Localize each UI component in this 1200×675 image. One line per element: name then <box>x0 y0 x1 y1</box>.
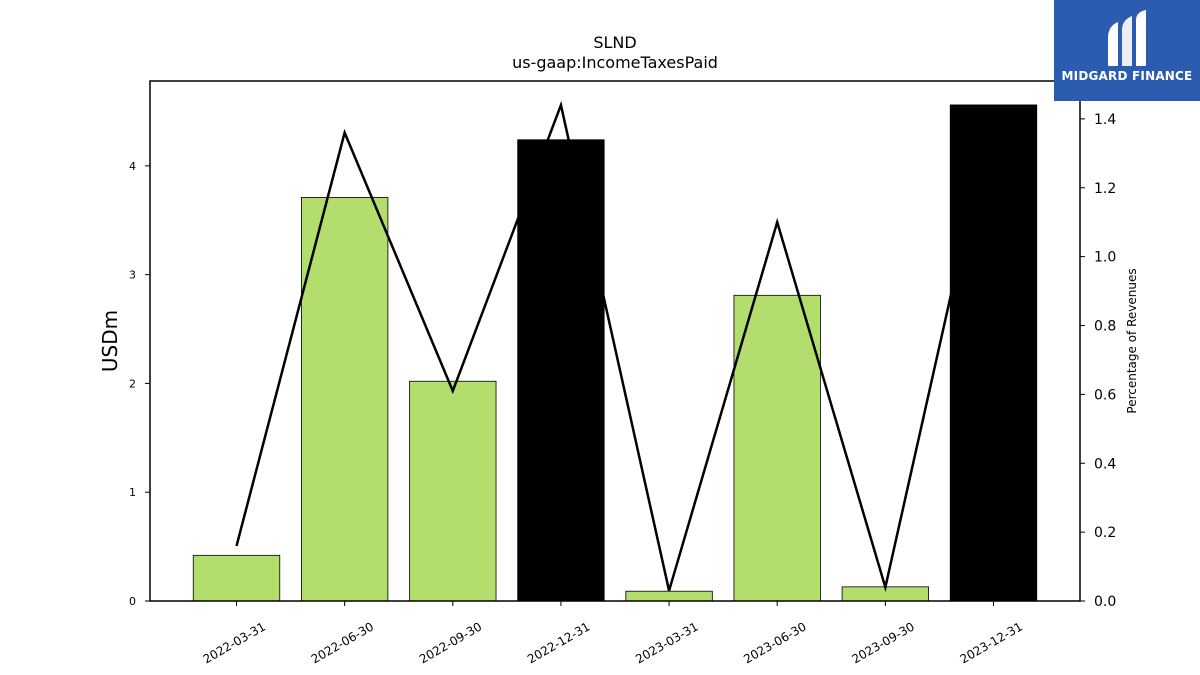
x-tick-label: 2023-03-31 <box>633 619 700 666</box>
x-tick-label: 2022-03-31 <box>201 619 268 666</box>
bar-series <box>192 104 1038 602</box>
bar <box>517 139 605 602</box>
logo-mark-icon <box>1108 10 1146 66</box>
x-tick-label: 2022-09-30 <box>417 619 484 666</box>
y2-tick-label: 0.6 <box>1094 387 1116 403</box>
x-tick-label: 2023-06-30 <box>741 619 808 666</box>
y-tick-label: 0 <box>129 595 136 608</box>
y2-axis-label: Percentage of Revenues <box>1125 268 1139 413</box>
line-series <box>235 100 995 593</box>
y2-tick-label: 0.4 <box>1094 456 1116 472</box>
bar <box>409 380 497 602</box>
line-path <box>235 100 995 593</box>
x-tick-label: 2022-06-30 <box>309 619 376 666</box>
bar <box>192 554 281 602</box>
y-tick-label: 1 <box>129 486 136 499</box>
y2-tick-label: 1.4 <box>1094 112 1116 128</box>
x-tick-label: 2022-12-31 <box>525 619 592 666</box>
y2-tick-label: 0.2 <box>1094 525 1116 541</box>
x-tick-label: 2023-09-30 <box>849 619 916 666</box>
brand-name: MIDGARD FINANCE <box>1061 69 1193 83</box>
bar <box>625 590 713 602</box>
plot-frame <box>149 80 1081 602</box>
x-tick-label: 2023-12-31 <box>958 619 1025 666</box>
y-axis-left: 0 1 2 3 4 <box>129 160 150 608</box>
y2-tick-label: 1.0 <box>1094 250 1116 266</box>
chart-subtitle: us-gaap:IncomeTaxesPaid <box>512 53 718 72</box>
y-tick-label: 2 <box>129 377 136 390</box>
brand-logo: MIDGARD FINANCE <box>1054 0 1200 101</box>
y-tick-label: 4 <box>129 160 136 173</box>
chart-title: SLND <box>593 33 636 52</box>
bar <box>733 294 821 602</box>
x-axis: 2022-03-31 2022-06-30 2022-09-30 2022-12-31… <box>201 601 1025 666</box>
y-axis-label: USDm <box>98 310 122 372</box>
y-axis-right: 0.0 0.2 0.4 0.6 0.8 1.0 1.2 1.4 <box>1080 112 1116 610</box>
bar <box>949 104 1038 602</box>
y2-tick-label: 1.2 <box>1094 181 1116 197</box>
y-tick-label: 3 <box>129 269 136 282</box>
y2-tick-label: 0.8 <box>1094 319 1116 335</box>
y2-tick-label: 0.0 <box>1094 594 1116 610</box>
bar <box>300 197 389 602</box>
